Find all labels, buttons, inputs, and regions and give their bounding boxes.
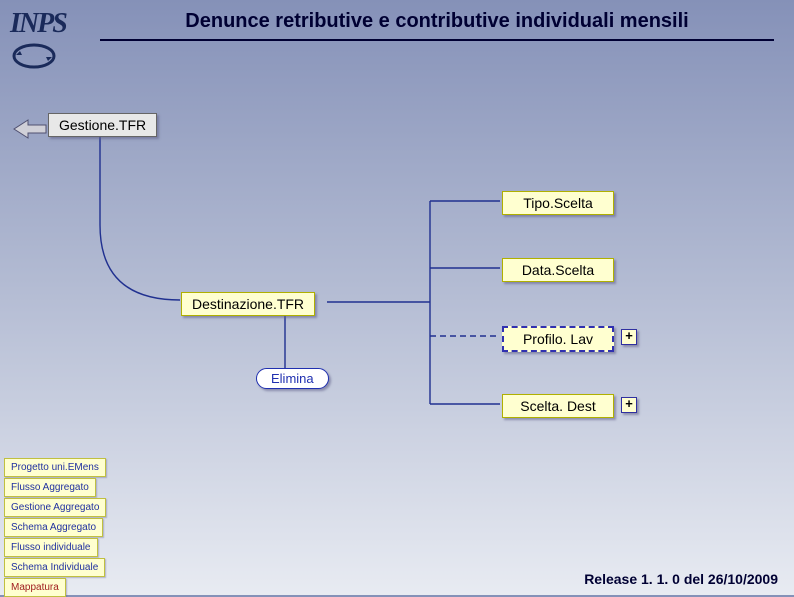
diagram-connectors [0,0,794,595]
node-label: Data.Scelta [522,262,594,278]
logo-text: INPS [10,8,80,40]
nav-mappatura[interactable]: Mappatura [4,578,66,597]
logo-icon [10,42,80,75]
expand-button-profilo[interactable]: + [621,329,637,345]
release-label: Release 1. 1. 0 del 26/10/2009 [584,571,778,587]
node-elimina[interactable]: Elimina [256,368,329,389]
node-label: Destinazione.TFR [192,296,304,312]
nav-progetto[interactable]: Progetto uni.EMens [4,458,106,477]
node-gestione-tfr[interactable]: Gestione.TFR [48,113,157,137]
node-scelta-dest[interactable]: Scelta. Dest [502,394,614,418]
nav-schema-aggregato[interactable]: Schema Aggregato [4,518,103,537]
node-destinazione-tfr[interactable]: Destinazione.TFR [181,292,315,316]
node-data-scelta[interactable]: Data.Scelta [502,258,614,282]
expand-button-scelta[interactable]: + [621,397,637,413]
header: Denunce retributive e contributive indiv… [100,10,774,41]
node-label: Scelta. Dest [520,398,595,414]
nav-flusso-individuale[interactable]: Flusso individuale [4,538,98,557]
node-tipo-scelta[interactable]: Tipo.Scelta [502,191,614,215]
node-profilo-lav[interactable]: Profilo. Lav [502,326,614,352]
node-label: Tipo.Scelta [523,195,593,211]
node-label: Gestione.TFR [59,117,146,133]
nav-gestione-aggregato[interactable]: Gestione Aggregato [4,498,106,517]
logo: INPS [10,8,80,75]
page-title: Denunce retributive e contributive indiv… [100,10,774,33]
nav-flusso-aggregato[interactable]: Flusso Aggregato [4,478,96,497]
back-arrow-icon[interactable] [12,118,48,145]
node-label: Elimina [271,371,314,386]
nav-schema-individuale[interactable]: Schema Individuale [4,558,105,577]
node-label: Profilo. Lav [523,331,593,347]
